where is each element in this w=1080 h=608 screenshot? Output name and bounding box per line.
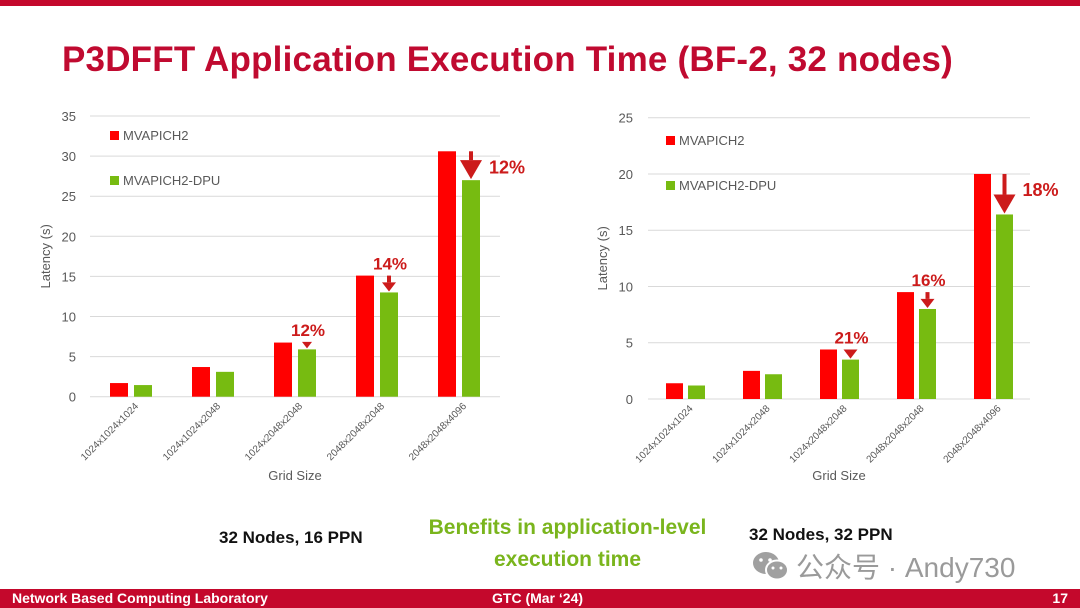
y-axis-label: Latency (s)	[595, 226, 610, 290]
legend-swatch	[110, 176, 119, 185]
bar-mvapich2-dpu	[298, 349, 316, 397]
bar-mvapich2-dpu	[688, 385, 705, 399]
wechat-icon	[752, 551, 790, 581]
arrow-down-icon	[460, 160, 482, 180]
legend-label: MVAPICH2	[679, 133, 745, 148]
y-tick-label: 5	[626, 336, 633, 351]
reduction-annotation: 12%	[291, 321, 325, 349]
reduction-label: 14%	[373, 255, 407, 274]
bar-mvapich2	[192, 367, 210, 397]
footer-event: GTC (Mar ‘24)	[492, 590, 584, 606]
bar-mvapich2-dpu	[996, 214, 1013, 399]
reduction-annotation: 16%	[911, 271, 946, 308]
bar-mvapich2-dpu	[380, 292, 398, 397]
x-tick-label: 1024x1024x1024	[634, 403, 696, 465]
legend-label: MVAPICH2-DPU	[679, 178, 776, 193]
legend-label: MVAPICH2-DPU	[123, 173, 220, 188]
y-tick-label: 15	[619, 223, 633, 238]
reduction-annotation: 18%	[993, 173, 1059, 214]
y-axis-label: Latency (s)	[38, 224, 53, 288]
reduction-label: 18%	[1023, 180, 1059, 200]
x-tick-label: 2048x2048x4096	[942, 403, 1004, 465]
x-axis-label: Grid Size	[812, 468, 865, 483]
slide-title: P3DFFT Application Execution Time (BF-2,…	[62, 40, 953, 79]
arrow-shaft	[1002, 173, 1007, 195]
caption-16ppn: 32 Nodes, 16 PPN	[219, 528, 363, 547]
page-number: 17	[1052, 590, 1068, 606]
legend-swatch	[110, 131, 119, 140]
reduction-label: 16%	[911, 271, 945, 290]
chart-32ppn: 0 5 10 15 20 25 Latency (s) Grid Size 1024x1024x…	[595, 111, 1059, 483]
bar-mvapich2	[666, 383, 683, 399]
bar-mvapich2-dpu	[216, 371, 234, 397]
y-tick-label: 0	[626, 392, 633, 407]
caption-32ppn: 32 Nodes, 32 PPN	[749, 525, 893, 544]
footer-bar: Network Based Computing Laboratory GTC (…	[0, 589, 1080, 608]
reduction-label: 12%	[291, 321, 325, 340]
watermark-text: 公众号 · Andy730	[796, 552, 1016, 583]
bar-mvapich2	[897, 292, 914, 399]
arrow-shaft	[387, 275, 391, 283]
x-tick-label: 2048x2048x2048	[865, 403, 927, 465]
bar-mvapich2-dpu	[765, 374, 782, 399]
y-tick-label: 20	[619, 167, 633, 182]
arrow-down-icon	[920, 298, 935, 308]
arrow-shaft	[925, 292, 930, 299]
arrow-down-icon	[302, 341, 312, 349]
reduction-label: 12%	[489, 157, 525, 177]
y-tick-label: 10	[619, 279, 633, 294]
arrow-down-icon	[382, 282, 396, 292]
bar-mvapich2	[974, 173, 991, 399]
footer-lab-name: Network Based Computing Laboratory	[12, 590, 268, 606]
bar-mvapich2	[820, 349, 837, 399]
y-tick-label: 20	[62, 229, 76, 244]
y-tick-label: 30	[62, 149, 76, 164]
benefit-line-2: execution time	[493, 548, 642, 571]
y-tick-label: 10	[62, 310, 76, 325]
watermark: 公众号 · Andy730	[752, 546, 1015, 586]
legend-swatch	[666, 136, 675, 145]
top-brand-bar	[0, 0, 1080, 6]
y-tick-label: 35	[62, 109, 76, 124]
bar-mvapich2	[110, 383, 128, 397]
benefit-text: Benefits in application-level execution …	[405, 512, 730, 576]
bar-mvapich2	[743, 370, 760, 399]
arrow-shaft	[469, 151, 473, 161]
reduction-annotation: 14%	[373, 255, 407, 292]
arrow-down-icon	[843, 349, 858, 359]
bar-mvapich2-dpu	[842, 359, 859, 399]
reduction-annotation: 12%	[460, 151, 525, 180]
reduction-label: 21%	[834, 328, 868, 347]
y-tick-label: 5	[69, 350, 76, 365]
bar-mvapich2	[274, 342, 292, 397]
bar-mvapich2	[438, 151, 456, 397]
bar-mvapich2-dpu	[462, 180, 480, 397]
bar-mvapich2-dpu	[919, 308, 936, 399]
x-tick-label: 1024x2048x2048	[788, 403, 850, 465]
x-tick-label: 1024x1024x2048	[711, 403, 773, 465]
bar-mvapich2-dpu	[134, 385, 152, 397]
arrow-down-icon	[993, 194, 1016, 214]
x-axis-label: Grid Size	[268, 468, 321, 483]
y-tick-label: 15	[62, 269, 76, 284]
y-tick-label: 25	[619, 111, 633, 126]
y-tick-label: 25	[62, 189, 76, 204]
legend-swatch	[666, 181, 675, 190]
legend-label: MVAPICH2	[123, 128, 189, 143]
reduction-annotation: 21%	[834, 328, 869, 359]
bar-mvapich2	[356, 275, 374, 397]
benefit-line-1: Benefits in application-level	[428, 516, 707, 539]
y-tick-label: 0	[69, 390, 76, 405]
